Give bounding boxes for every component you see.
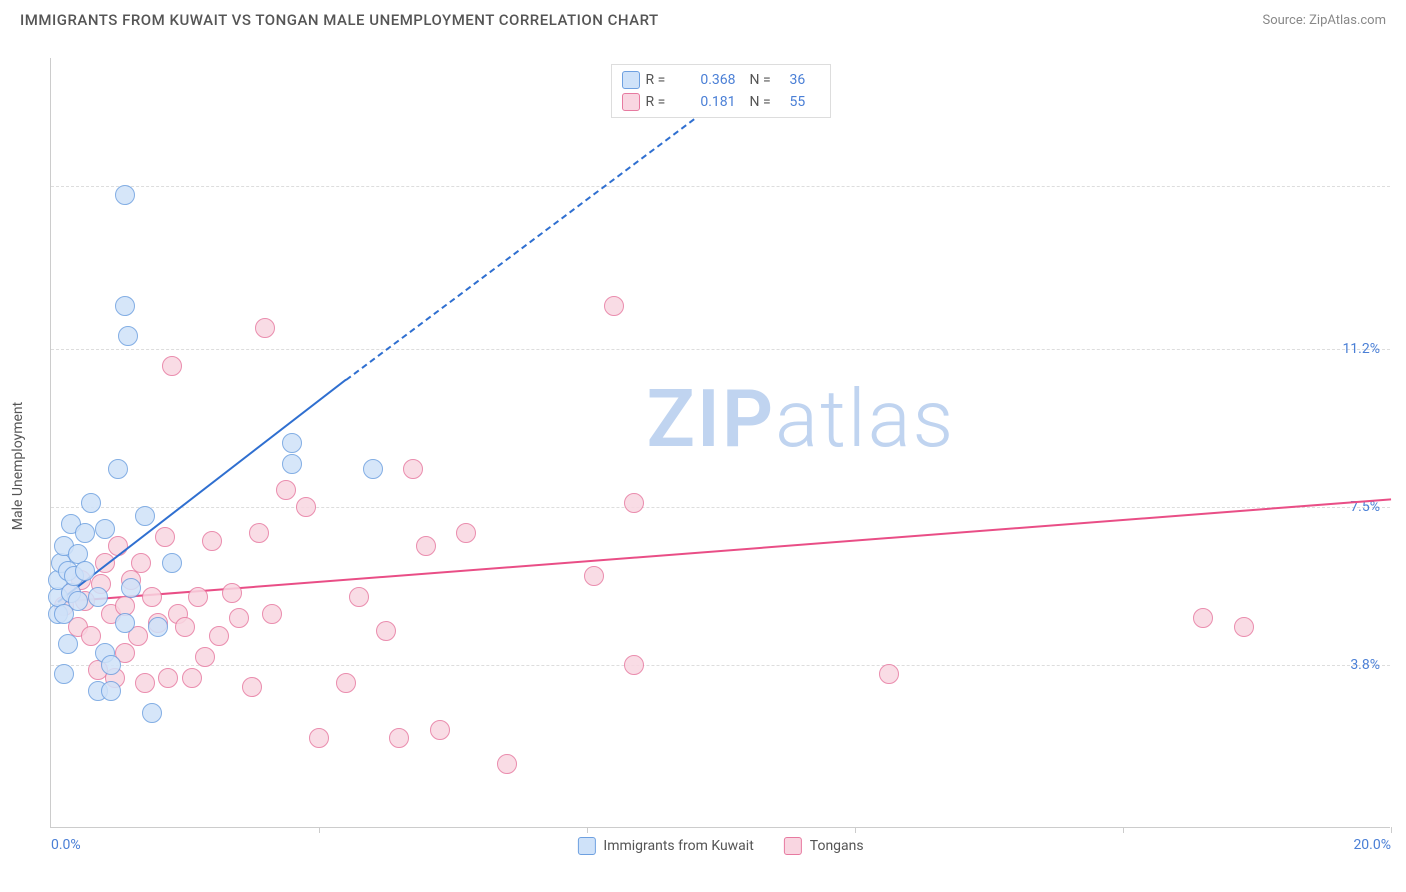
data-point — [155, 527, 175, 547]
data-point — [81, 493, 101, 513]
data-point — [88, 587, 108, 607]
grid-h — [51, 665, 1390, 666]
data-point — [108, 459, 128, 479]
data-point — [188, 587, 208, 607]
data-point — [115, 296, 135, 316]
y-tick-label: 3.8% — [1350, 657, 1380, 673]
data-point — [1193, 608, 1213, 628]
x-tick — [1391, 827, 1392, 833]
chart-title: IMMIGRANTS FROM KUWAIT VS TONGAN MALE UN… — [20, 11, 659, 29]
data-point — [584, 566, 604, 586]
data-point — [336, 673, 356, 693]
data-point — [309, 728, 329, 748]
data-point — [175, 617, 195, 637]
x-tick — [855, 827, 856, 833]
grid-h — [51, 349, 1390, 350]
data-point — [624, 655, 644, 675]
grid-h — [51, 186, 1390, 187]
legend-stats: R = 0.368 N = 36 R = 0.181 N = 55 — [611, 64, 831, 118]
data-point — [376, 621, 396, 641]
swatch-kuwait-icon — [577, 837, 595, 855]
data-point — [1234, 617, 1254, 637]
swatch-tongans-icon — [784, 837, 802, 855]
data-point — [222, 583, 242, 603]
x-tick — [587, 827, 588, 833]
data-point — [430, 720, 450, 740]
data-point — [349, 587, 369, 607]
data-point — [115, 613, 135, 633]
grid-h — [51, 507, 1390, 508]
data-point — [249, 523, 269, 543]
legend-item-tongans: Tongans — [784, 837, 864, 855]
data-point — [121, 578, 141, 598]
trend-line — [58, 499, 1391, 604]
data-point — [68, 591, 88, 611]
data-point — [182, 668, 202, 688]
chart-container: Male Unemployment ZIPatlas R = 0.368 N =… — [0, 40, 1406, 892]
data-point — [58, 634, 78, 654]
data-point — [416, 536, 436, 556]
source-label: Source: ZipAtlas.com — [1262, 13, 1386, 28]
data-point — [148, 617, 168, 637]
data-point — [142, 587, 162, 607]
data-point — [229, 608, 249, 628]
data-point — [135, 506, 155, 526]
data-point — [282, 433, 302, 453]
swatch-kuwait — [622, 71, 640, 89]
legend-stats-row-1: R = 0.181 N = 55 — [622, 91, 820, 113]
legend-item-kuwait: Immigrants from Kuwait — [577, 837, 753, 855]
data-point — [255, 318, 275, 338]
data-point — [497, 754, 517, 774]
x-tick-label: 0.0% — [51, 837, 81, 853]
data-point — [54, 664, 74, 684]
data-point — [202, 531, 222, 551]
data-point — [296, 497, 316, 517]
data-point — [131, 553, 151, 573]
data-point — [101, 681, 121, 701]
data-point — [456, 523, 476, 543]
plot-area: ZIPatlas R = 0.368 N = 36 R = 0.181 N = … — [50, 58, 1390, 828]
watermark: ZIPatlas — [646, 372, 955, 466]
trend-line — [57, 379, 346, 603]
data-point — [209, 626, 229, 646]
x-tick — [319, 827, 320, 833]
data-point — [262, 604, 282, 624]
data-point — [115, 185, 135, 205]
data-point — [276, 480, 296, 500]
x-tick — [1123, 827, 1124, 833]
data-point — [162, 356, 182, 376]
data-point — [403, 459, 423, 479]
data-point — [162, 553, 182, 573]
title-bar: IMMIGRANTS FROM KUWAIT VS TONGAN MALE UN… — [0, 0, 1406, 40]
data-point — [879, 664, 899, 684]
y-tick-label: 11.2% — [1342, 341, 1380, 357]
data-point — [101, 655, 121, 675]
data-point — [142, 703, 162, 723]
data-point — [158, 668, 178, 688]
data-point — [624, 493, 644, 513]
data-point — [135, 673, 155, 693]
data-point — [604, 296, 624, 316]
x-tick-label: 20.0% — [1353, 837, 1391, 853]
data-point — [75, 561, 95, 581]
data-point — [242, 677, 262, 697]
legend-bottom: Immigrants from Kuwait Tongans — [577, 837, 863, 855]
data-point — [118, 326, 138, 346]
swatch-tongans — [622, 93, 640, 111]
data-point — [282, 454, 302, 474]
data-point — [75, 523, 95, 543]
data-point — [363, 459, 383, 479]
data-point — [195, 647, 215, 667]
legend-stats-row-0: R = 0.368 N = 36 — [622, 69, 820, 91]
y-axis-label: Male Unemployment — [10, 402, 26, 530]
data-point — [389, 728, 409, 748]
data-point — [81, 626, 101, 646]
trend-line-dashed — [345, 118, 695, 381]
data-point — [95, 519, 115, 539]
